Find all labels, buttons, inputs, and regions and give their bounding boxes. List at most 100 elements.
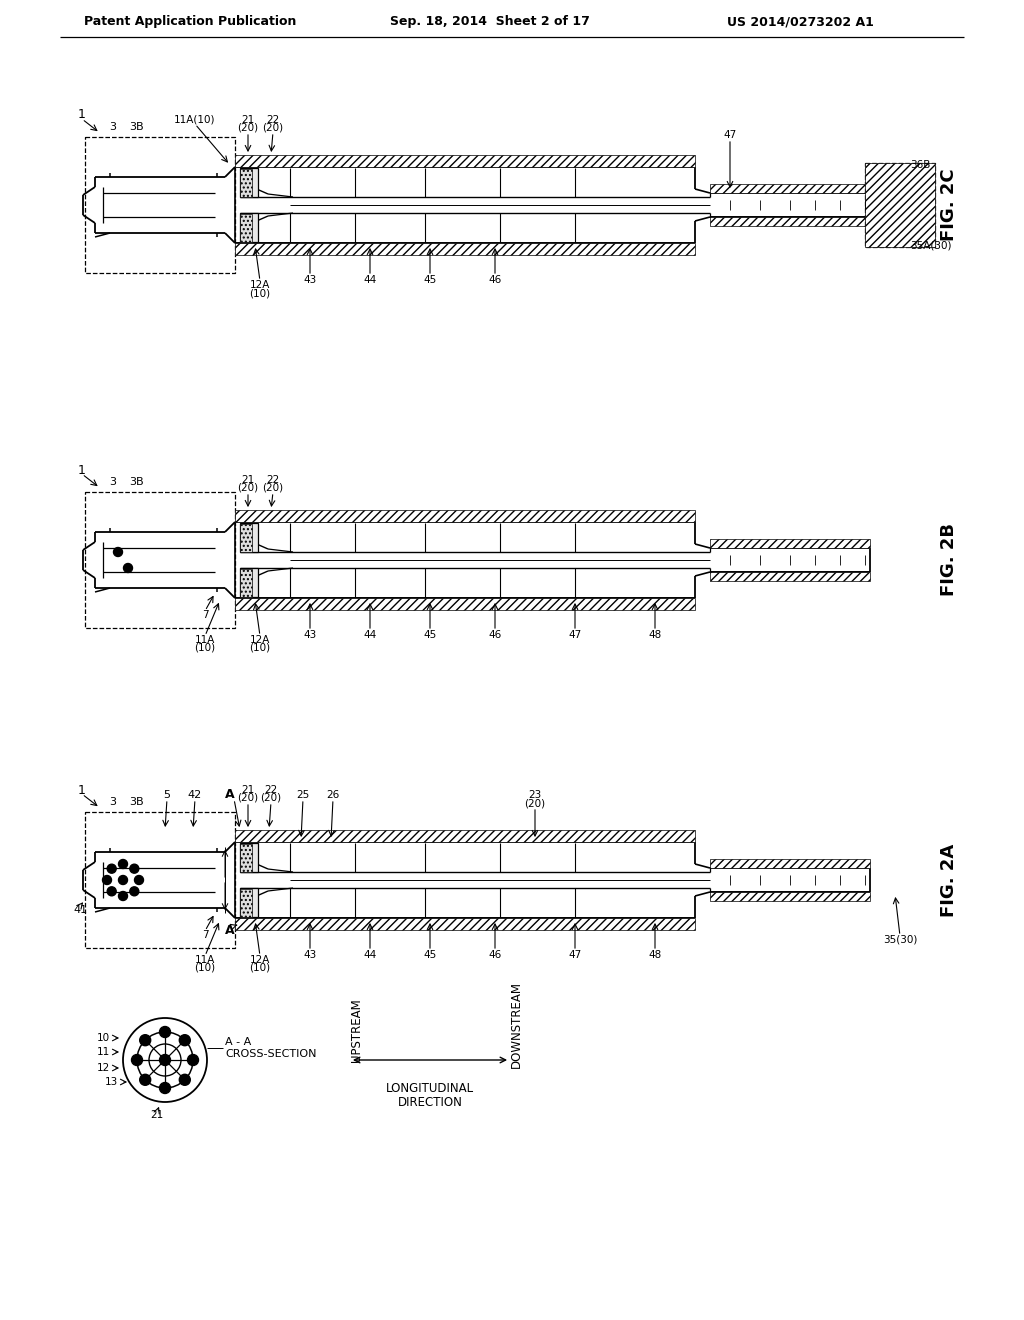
Text: 44: 44 bbox=[364, 275, 377, 285]
Text: 12A: 12A bbox=[250, 635, 270, 645]
Text: 7: 7 bbox=[202, 610, 208, 620]
Bar bbox=[240, 888, 258, 917]
Text: UPSTREAM: UPSTREAM bbox=[350, 998, 362, 1061]
Circle shape bbox=[187, 1055, 199, 1065]
Text: 1: 1 bbox=[78, 784, 86, 796]
Text: 42: 42 bbox=[187, 789, 202, 800]
Circle shape bbox=[130, 865, 139, 874]
Circle shape bbox=[108, 865, 116, 874]
Text: FIG. 2A: FIG. 2A bbox=[940, 843, 958, 916]
Bar bbox=[240, 168, 258, 197]
Text: 35(30): 35(30) bbox=[883, 935, 918, 945]
Bar bbox=[234, 917, 695, 931]
Text: 26: 26 bbox=[327, 789, 340, 800]
Text: 21: 21 bbox=[242, 785, 255, 795]
Text: 45: 45 bbox=[423, 950, 436, 960]
Text: 43: 43 bbox=[303, 630, 316, 640]
Text: 43: 43 bbox=[303, 950, 316, 960]
Bar bbox=[710, 892, 870, 902]
Text: 47: 47 bbox=[723, 129, 736, 140]
Circle shape bbox=[179, 1074, 190, 1085]
Text: 22: 22 bbox=[266, 115, 280, 125]
Bar bbox=[240, 568, 258, 597]
Text: 48: 48 bbox=[648, 950, 662, 960]
Bar bbox=[240, 214, 252, 242]
Bar bbox=[240, 888, 252, 917]
Text: 21: 21 bbox=[242, 475, 255, 484]
Bar bbox=[240, 843, 258, 873]
Text: 41: 41 bbox=[73, 906, 87, 915]
Text: 21: 21 bbox=[151, 1110, 164, 1119]
Text: 45: 45 bbox=[423, 275, 436, 285]
Text: (10): (10) bbox=[250, 643, 270, 653]
Bar bbox=[710, 572, 870, 581]
Circle shape bbox=[160, 1027, 171, 1038]
Text: 10: 10 bbox=[97, 1034, 110, 1043]
Text: (10): (10) bbox=[195, 964, 216, 973]
Text: 3B: 3B bbox=[130, 121, 144, 132]
Text: 12: 12 bbox=[96, 1063, 110, 1073]
Text: A - A: A - A bbox=[225, 1038, 251, 1047]
Text: 44: 44 bbox=[364, 630, 377, 640]
Text: 44: 44 bbox=[364, 950, 377, 960]
Circle shape bbox=[134, 875, 143, 884]
Text: 47: 47 bbox=[568, 630, 582, 640]
Text: 11A: 11A bbox=[195, 954, 215, 965]
Circle shape bbox=[114, 548, 123, 557]
Text: 25: 25 bbox=[296, 789, 309, 800]
Text: 3: 3 bbox=[110, 121, 117, 132]
Text: (10): (10) bbox=[250, 288, 270, 298]
Bar bbox=[234, 154, 695, 168]
Text: (20): (20) bbox=[524, 799, 546, 808]
Text: 46: 46 bbox=[488, 950, 502, 960]
Text: (20): (20) bbox=[238, 483, 259, 492]
Bar bbox=[240, 524, 252, 552]
Circle shape bbox=[160, 1055, 171, 1065]
Bar bbox=[234, 243, 695, 255]
Bar bbox=[240, 169, 252, 197]
Circle shape bbox=[119, 891, 128, 900]
Circle shape bbox=[102, 875, 112, 884]
Text: 3B: 3B bbox=[130, 477, 144, 487]
Text: FIG. 2B: FIG. 2B bbox=[940, 524, 958, 597]
Circle shape bbox=[124, 564, 132, 573]
Text: 46: 46 bbox=[488, 630, 502, 640]
Text: US 2014/0273202 A1: US 2014/0273202 A1 bbox=[727, 16, 873, 29]
Text: 46: 46 bbox=[488, 275, 502, 285]
Circle shape bbox=[139, 1074, 151, 1085]
Text: (10): (10) bbox=[250, 964, 270, 973]
Text: 43: 43 bbox=[303, 275, 316, 285]
Text: 35A(30): 35A(30) bbox=[910, 240, 951, 249]
Bar bbox=[240, 523, 258, 552]
Text: 5: 5 bbox=[164, 789, 171, 800]
Bar bbox=[710, 539, 870, 548]
Text: 1: 1 bbox=[78, 108, 86, 121]
Bar bbox=[710, 183, 870, 193]
Bar bbox=[240, 843, 252, 873]
Text: LONGITUDINAL: LONGITUDINAL bbox=[386, 1081, 474, 1094]
Text: A: A bbox=[225, 788, 234, 801]
Text: 3B: 3B bbox=[130, 797, 144, 807]
Text: 22: 22 bbox=[264, 785, 278, 795]
Text: 3: 3 bbox=[110, 797, 117, 807]
Bar bbox=[234, 830, 695, 842]
Text: DIRECTION: DIRECTION bbox=[397, 1096, 463, 1109]
Text: 11A: 11A bbox=[195, 635, 215, 645]
Text: (20): (20) bbox=[238, 123, 259, 133]
Text: 12A: 12A bbox=[250, 280, 270, 290]
Circle shape bbox=[119, 859, 128, 869]
Text: Sep. 18, 2014  Sheet 2 of 17: Sep. 18, 2014 Sheet 2 of 17 bbox=[390, 16, 590, 29]
Text: 7: 7 bbox=[202, 931, 208, 940]
Bar bbox=[710, 216, 870, 226]
Bar bbox=[240, 213, 258, 242]
Text: FIG. 2C: FIG. 2C bbox=[940, 169, 958, 242]
Circle shape bbox=[130, 887, 139, 896]
Circle shape bbox=[108, 887, 116, 896]
Circle shape bbox=[131, 1055, 142, 1065]
Text: A: A bbox=[225, 924, 234, 936]
Text: 13: 13 bbox=[104, 1077, 118, 1086]
Text: 47: 47 bbox=[568, 950, 582, 960]
Text: CROSS-SECTION: CROSS-SECTION bbox=[225, 1049, 316, 1059]
Text: 48: 48 bbox=[648, 630, 662, 640]
Bar bbox=[240, 569, 252, 597]
